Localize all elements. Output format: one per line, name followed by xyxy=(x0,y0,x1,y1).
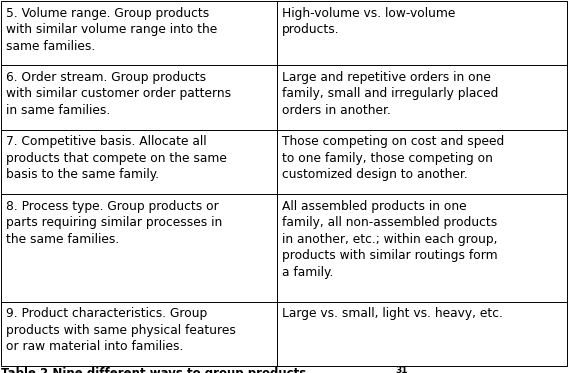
Text: Large vs. small, light vs. heavy, etc.: Large vs. small, light vs. heavy, etc. xyxy=(282,307,503,320)
Text: 31: 31 xyxy=(396,366,408,373)
Text: Table 2 Nine different ways to group products: Table 2 Nine different ways to group pro… xyxy=(1,367,306,373)
Text: Large and repetitive orders in one
family, small and irregularly placed
orders i: Large and repetitive orders in one famil… xyxy=(282,71,499,117)
Text: 8. Process type. Group products or
parts requiring similar processes in
the same: 8. Process type. Group products or parts… xyxy=(6,200,223,246)
Text: High-volume vs. low-volume
products.: High-volume vs. low-volume products. xyxy=(282,6,456,36)
Text: 6. Order stream. Group products
with similar customer order patterns
in same fam: 6. Order stream. Group products with sim… xyxy=(6,71,231,117)
Text: Those competing on cost and speed
to one family, those competing on
customized d: Those competing on cost and speed to one… xyxy=(282,135,504,181)
Text: All assembled products in one
family, all non-assembled products
in another, etc: All assembled products in one family, al… xyxy=(282,200,498,279)
Text: 9. Product characteristics. Group
products with same physical features
or raw ma: 9. Product characteristics. Group produc… xyxy=(6,307,236,353)
Text: 7. Competitive basis. Allocate all
products that compete on the same
basis to th: 7. Competitive basis. Allocate all produ… xyxy=(6,135,227,181)
Text: 5. Volume range. Group products
with similar volume range into the
same families: 5. Volume range. Group products with sim… xyxy=(6,6,218,53)
